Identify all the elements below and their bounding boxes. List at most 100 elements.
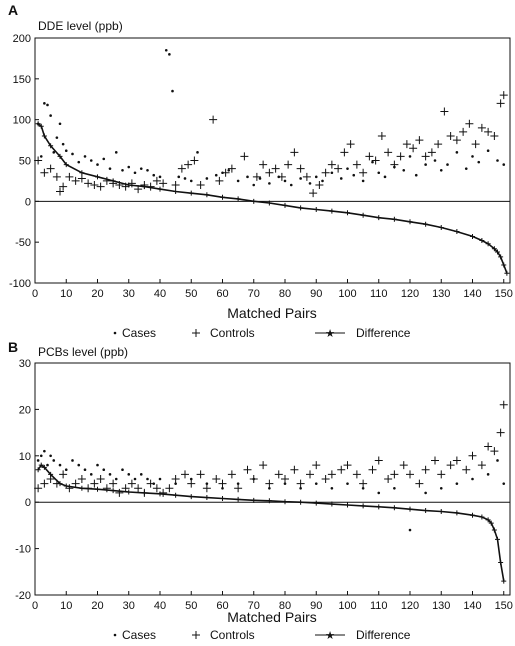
cases-point (89, 159, 93, 162)
controls-point (465, 119, 474, 128)
legend-top-difference-label: Difference (356, 326, 411, 340)
controls-point (390, 160, 399, 169)
controls-point (71, 479, 80, 488)
difference-point (38, 123, 44, 129)
controls-point (187, 479, 196, 488)
cases-point (83, 468, 87, 472)
controls-point (96, 182, 105, 191)
cases-point (339, 177, 343, 180)
cases-point (96, 463, 99, 467)
cases-point (152, 173, 156, 177)
controls-point (306, 470, 314, 479)
controls-point (234, 484, 243, 493)
x-tick-label: 110 (370, 600, 388, 612)
cases-point (133, 477, 137, 481)
controls-point (490, 447, 499, 456)
cases-point (314, 482, 318, 485)
difference-point (266, 200, 272, 206)
cases-point (424, 491, 427, 495)
legend-top-cases: Cases (113, 326, 156, 340)
controls-point (446, 461, 455, 470)
difference-point (57, 153, 63, 159)
controls-point (34, 484, 43, 493)
controls-point (96, 475, 105, 483)
controls-point (499, 400, 508, 409)
x-tick-label: 50 (185, 600, 197, 612)
legend-top-difference: ★ Difference (315, 326, 411, 340)
difference-point (360, 212, 366, 218)
difference-point (173, 492, 179, 498)
cases-point (174, 482, 177, 485)
controls-point (427, 148, 436, 157)
cases-point (321, 179, 324, 183)
difference-point (79, 485, 85, 491)
difference-point (491, 527, 497, 533)
difference-point (95, 486, 100, 492)
controls-point (499, 91, 508, 100)
cases-point (127, 165, 131, 169)
cases-point (496, 159, 499, 162)
cases-point (502, 482, 506, 485)
legend-bottom: Cases Controls ★ Difference (113, 628, 411, 642)
panel-b-y-ticks: 30 20 10 0 -10 -20 (15, 358, 39, 602)
y-tick-label: 50 (19, 156, 31, 168)
difference-point (498, 560, 504, 566)
controls-point (315, 181, 324, 189)
x-tick-label: 70 (248, 600, 260, 612)
controls-point (127, 179, 136, 188)
cases-point (46, 103, 49, 107)
x-tick-label: 90 (310, 600, 322, 612)
controls-point (146, 182, 155, 191)
x-tick-label: 150 (495, 600, 513, 612)
y-tick-label: 10 (19, 451, 31, 463)
cases-point (46, 463, 49, 467)
controls-point (46, 475, 55, 483)
cases-point (471, 155, 474, 158)
controls-point (396, 152, 405, 161)
controls-point (40, 168, 49, 177)
x-tick-label: 80 (279, 600, 291, 612)
controls-point (402, 140, 411, 149)
difference-point (313, 207, 319, 212)
controls-point (415, 479, 424, 488)
controls-point (46, 164, 55, 173)
cases-point (258, 177, 262, 180)
difference-point (423, 221, 429, 227)
difference-point (345, 502, 350, 508)
legend-top-cases-label: Cases (122, 326, 156, 340)
controls-point (359, 479, 368, 488)
difference-point (485, 517, 491, 523)
difference-point (41, 133, 47, 139)
cases-point (439, 486, 443, 490)
legend-top: Cases Controls ★ Difference (113, 326, 411, 340)
controls-point (284, 160, 293, 169)
controls-point (296, 479, 305, 488)
controls-point (77, 174, 86, 183)
controls-point (346, 140, 355, 149)
legend-bottom-difference-label: Difference (356, 628, 411, 642)
controls-point (462, 465, 471, 474)
x-tick-label: 10 (60, 288, 72, 300)
cases-point (102, 468, 106, 472)
controls-point (452, 456, 461, 465)
controls-point (265, 479, 274, 488)
cases-point (402, 169, 406, 172)
controls-point (171, 475, 180, 483)
controls-point (215, 176, 224, 185)
cases-point (158, 477, 162, 481)
controls-point (265, 168, 274, 177)
difference-point (251, 497, 257, 503)
cases-point (108, 473, 112, 476)
controls-point (368, 465, 377, 474)
cases-point (314, 175, 318, 179)
difference-point (35, 467, 41, 473)
difference-point (173, 189, 179, 195)
controls-point (471, 140, 480, 149)
panel-a-y-axis-label: DDE level (ppb) (38, 19, 123, 33)
cases-point (283, 482, 287, 485)
cases-point (486, 473, 490, 476)
cases-point (39, 155, 43, 158)
controls-point (218, 479, 227, 488)
difference-point (251, 198, 257, 204)
